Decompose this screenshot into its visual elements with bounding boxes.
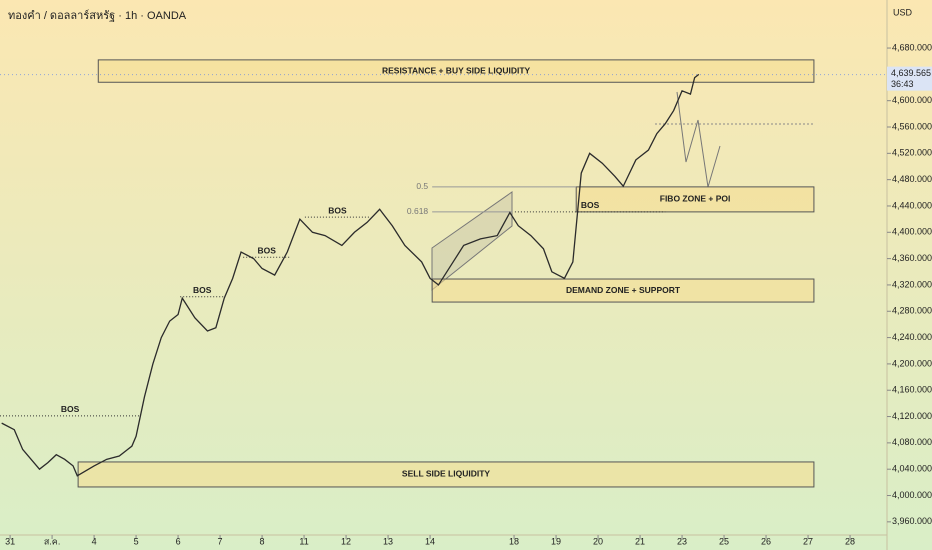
y-tick-label: 4,280.000 bbox=[892, 306, 932, 316]
y-tick-label: 4,080.000 bbox=[892, 437, 932, 447]
zone-label: DEMAND ZONE + SUPPORT bbox=[566, 285, 681, 295]
countdown: 36:43 bbox=[891, 79, 914, 89]
level-label: BOS bbox=[581, 200, 600, 210]
zone-label: SELL SIDE LIQUIDITY bbox=[402, 469, 490, 479]
y-tick-label: 4,480.000 bbox=[892, 174, 932, 184]
zone-label: RESISTANCE + BUY SIDE LIQUIDITY bbox=[382, 65, 531, 75]
level-label: 0.618 bbox=[407, 206, 429, 216]
x-tick-label: 4 bbox=[92, 536, 97, 546]
x-tick-label: 5 bbox=[134, 536, 139, 546]
price-line bbox=[1, 73, 700, 477]
x-tick-label: 18 bbox=[509, 536, 519, 546]
level-label: BOS bbox=[61, 404, 80, 414]
level-label: BOS bbox=[328, 205, 347, 215]
last-price-label: 4,639.565 bbox=[891, 68, 931, 78]
y-tick-label: 4,680.000 bbox=[892, 42, 932, 52]
currency: USD bbox=[893, 7, 913, 17]
last-price-box bbox=[887, 66, 932, 91]
y-tick-label: 4,600.000 bbox=[892, 95, 932, 105]
y-tick-label: 4,200.000 bbox=[892, 358, 932, 368]
zone-label: FIBO ZONE + POI bbox=[660, 194, 731, 204]
x-tick-label: 12 bbox=[341, 536, 351, 546]
y-tick-label: 4,440.000 bbox=[892, 200, 932, 210]
x-tick-label: 28 bbox=[845, 536, 855, 546]
x-tick-label: 14 bbox=[425, 536, 435, 546]
x-tick-label: 13 bbox=[383, 536, 393, 546]
x-tick-label: 26 bbox=[761, 536, 771, 546]
x-tick-label: 11 bbox=[299, 536, 308, 546]
x-tick-label: 7 bbox=[218, 536, 223, 546]
y-tick-label: 4,320.000 bbox=[892, 279, 932, 289]
zone bbox=[431, 278, 815, 303]
y-tick-label: 4,400.000 bbox=[892, 227, 932, 237]
x-tick-label: 19 bbox=[551, 536, 561, 546]
y-tick-label: 4,160.000 bbox=[892, 385, 932, 395]
x-tick-label: 25 bbox=[719, 536, 729, 546]
chart-title: ทองคำ / ดอลลาร์สหรัฐ · 1h · OANDA bbox=[8, 9, 187, 22]
level-label: BOS bbox=[257, 246, 276, 256]
y-tick-label: 4,040.000 bbox=[892, 464, 932, 474]
x-tick-label: 8 bbox=[260, 536, 265, 546]
y-tick-label: 4,360.000 bbox=[892, 253, 932, 263]
level-label: 0.5 bbox=[416, 181, 428, 191]
zone bbox=[97, 59, 815, 83]
y-tick-label: 4,520.000 bbox=[892, 148, 932, 158]
x-tick-label: 6 bbox=[176, 536, 181, 546]
x-tick-label: 23 bbox=[677, 536, 687, 546]
y-tick-label: 4,240.000 bbox=[892, 332, 932, 342]
y-tick-label: 3,960.000 bbox=[892, 516, 932, 526]
x-tick-label: 27 bbox=[803, 536, 813, 546]
x-tick-label: 20 bbox=[593, 536, 603, 546]
channel bbox=[431, 191, 513, 292]
y-tick-label: 4,560.000 bbox=[892, 121, 932, 131]
y-tick-label: 4,000.000 bbox=[892, 490, 932, 500]
level-label: BOS bbox=[193, 285, 212, 295]
zone bbox=[77, 461, 815, 488]
projection bbox=[676, 91, 699, 163]
y-tick-label: 4,120.000 bbox=[892, 411, 932, 421]
x-tick-label: ส.ค. bbox=[44, 536, 61, 546]
x-tick-label: 21 bbox=[635, 536, 645, 546]
zone bbox=[575, 186, 815, 213]
x-tick-label: 31 bbox=[5, 536, 15, 546]
